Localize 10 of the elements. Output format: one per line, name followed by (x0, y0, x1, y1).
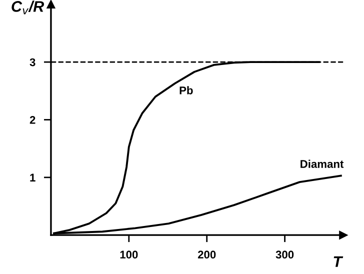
annotation: Diamant (300, 160, 344, 168)
x-tick-label: 300 (276, 250, 294, 259)
y-tick-label: 2 (30, 116, 36, 124)
x-tick-label: 200 (198, 250, 216, 259)
x-tick-label: 100 (120, 250, 138, 259)
y-axis-title: C$_{v}$/R (12, 0, 44, 14)
y-tick-label: 1 (30, 174, 36, 182)
annotation: Pb (180, 86, 193, 94)
y-tick-label: 3 (30, 58, 36, 66)
x-axis-title: T (334, 256, 344, 267)
